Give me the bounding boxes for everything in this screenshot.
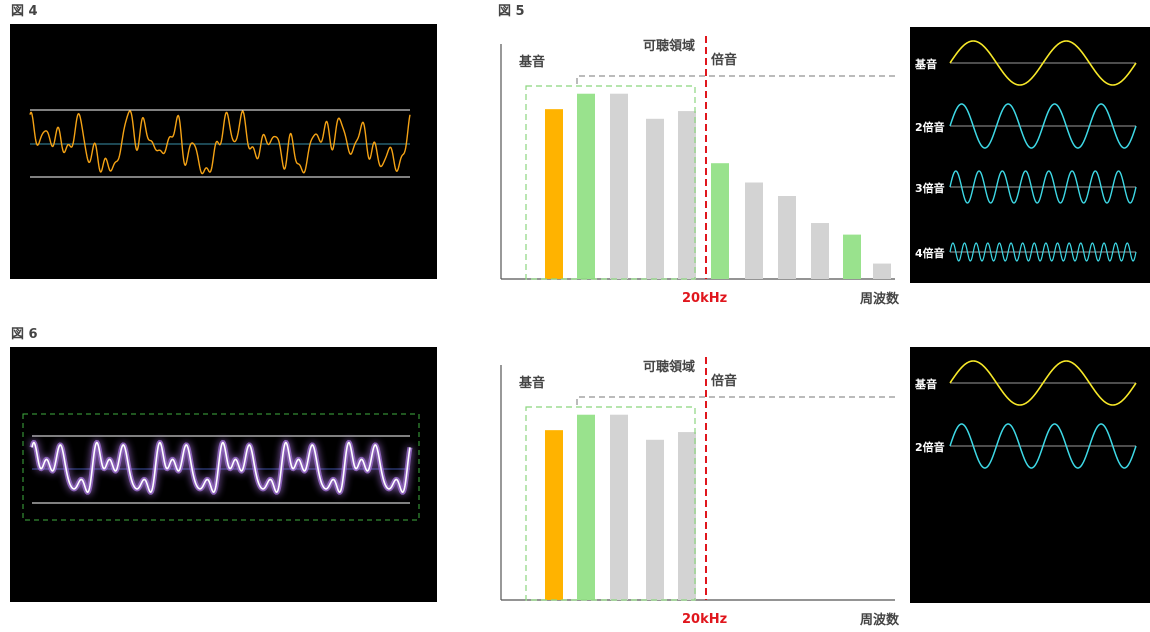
cutoff-label: 20kHz: [682, 291, 727, 306]
harmonic-range-bracket: [576, 396, 895, 405]
bar-5: [678, 111, 696, 279]
fundamental-label: 基音: [518, 375, 545, 391]
fourth-harmonic-wave: [949, 242, 1137, 262]
audible-range-label: 可聴領域: [643, 359, 695, 375]
wave-row-fundamental: 基音: [914, 40, 1137, 86]
bar-9: [811, 223, 829, 279]
harmonic-label: 倍音: [711, 373, 737, 389]
bar-3: [610, 93, 628, 279]
fig5-spectrum-chart: 基音 倍音 可聴領域 20kHz 周波数: [500, 36, 900, 307]
panel-background: [910, 27, 1150, 283]
audible-range-box: [525, 85, 696, 280]
bar-1: [545, 430, 563, 600]
wave-label: 2倍音: [915, 120, 945, 134]
fundamental-sine-wave: [949, 360, 1137, 406]
panel-background: [10, 347, 437, 602]
bar-3: [610, 414, 628, 600]
fig6-harmonics-panel: 基音 2倍音: [910, 347, 1150, 603]
wave-label: 2倍音: [915, 440, 945, 454]
third-harmonic-wave: [949, 170, 1137, 204]
panel-background: [910, 347, 1150, 603]
bar-2: [577, 93, 595, 279]
wave-label: 基音: [914, 57, 937, 71]
x-axis-label: 周波数: [860, 612, 900, 628]
wave-label: 4倍音: [915, 246, 945, 260]
second-harmonic-wave: [949, 423, 1137, 469]
harmonic-range-bracket: [576, 75, 895, 84]
wave-label: 3倍音: [915, 181, 945, 195]
complex-waveform: [29, 110, 411, 175]
bar-2: [577, 414, 595, 600]
wave-row-3rd: 3倍音: [915, 170, 1137, 204]
bar-1: [545, 109, 563, 279]
wave-label: 基音: [914, 377, 937, 391]
fig4-label: 図 4: [11, 4, 38, 19]
cutoff-label: 20kHz: [682, 612, 727, 627]
harmonic-label: 倍音: [711, 52, 737, 68]
fig5-label: 図 5: [498, 4, 525, 19]
x-axis-label: 周波数: [860, 291, 900, 307]
filtered-waveform: [31, 441, 411, 493]
audible-range-box: [22, 413, 420, 521]
fig6-label: 図 6: [11, 327, 38, 342]
second-harmonic-wave: [949, 103, 1137, 149]
bar-5: [678, 432, 696, 600]
bar-4: [646, 118, 664, 279]
audible-range-box: [525, 406, 696, 601]
panel-background: [10, 24, 437, 279]
audible-range-label: 可聴領域: [643, 38, 695, 54]
bar-10: [843, 234, 861, 279]
wave-row-4th: 4倍音: [915, 242, 1137, 262]
fundamental-sine-wave: [949, 40, 1137, 86]
bar-8: [778, 196, 796, 279]
fundamental-label: 基音: [518, 54, 545, 70]
wave-row-2nd: 2倍音: [915, 423, 1137, 469]
bar-4: [646, 439, 664, 600]
wave-row-2nd: 2倍音: [915, 103, 1137, 149]
bar-7: [745, 182, 763, 279]
fig6-filtered-wave-panel: [10, 347, 437, 602]
fig5-harmonics-panel: 基音 2倍音 3倍音 4倍音: [910, 27, 1150, 283]
bar-6: [711, 163, 729, 279]
bar-11: [873, 263, 891, 279]
fig4-complex-wave-panel: [10, 24, 437, 279]
fig6-spectrum-chart: 基音 倍音 可聴領域 20kHz 周波数: [500, 357, 900, 628]
bars-group: [545, 93, 891, 279]
wave-row-fundamental: 基音: [914, 360, 1137, 406]
bars-group: [545, 414, 696, 600]
